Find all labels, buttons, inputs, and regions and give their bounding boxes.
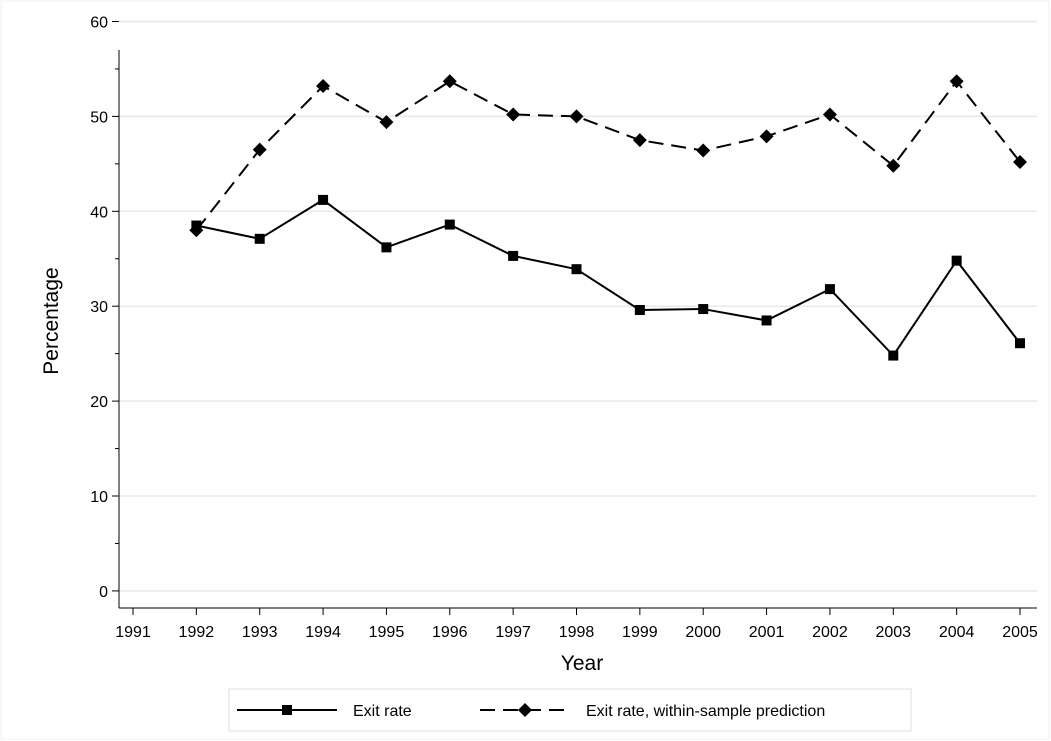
x-tick-label-1995: 1995 bbox=[369, 624, 405, 641]
series-2-point-2001 bbox=[759, 129, 774, 144]
series-2-point-1995 bbox=[379, 115, 394, 130]
y-tick-label-0: 0 bbox=[99, 584, 108, 601]
y-tick-label-10: 10 bbox=[90, 489, 108, 506]
x-tick-label-2001: 2001 bbox=[749, 624, 785, 641]
series-1-point-2004 bbox=[951, 255, 962, 266]
legend-label-2: Exit rate, within-sample prediction bbox=[586, 703, 825, 720]
x-tick-label-2002: 2002 bbox=[812, 624, 848, 641]
x-tick-label-1992: 1992 bbox=[179, 624, 215, 641]
series-1-point-1998 bbox=[571, 264, 582, 275]
y-tick-label-20: 20 bbox=[90, 394, 108, 411]
x-tick-label-1994: 1994 bbox=[305, 624, 341, 641]
legend-label-1: Exit rate bbox=[353, 703, 412, 720]
series-2 bbox=[189, 74, 1027, 238]
series-1-point-2000 bbox=[698, 304, 709, 315]
series-2-point-1992 bbox=[189, 223, 204, 238]
series-2-line bbox=[195, 80, 1021, 231]
x-tick-label-1999: 1999 bbox=[622, 624, 658, 641]
series-1-point-1997 bbox=[508, 250, 519, 261]
legend-entry-1: Exit rate bbox=[237, 703, 412, 720]
series-2-point-2003 bbox=[886, 158, 901, 173]
series-1-point-2001 bbox=[761, 315, 772, 326]
y-tick-label-60: 60 bbox=[90, 14, 108, 31]
x-tick-label-1996: 1996 bbox=[432, 624, 468, 641]
series-1-point-2003 bbox=[888, 350, 899, 361]
y-axis-title: Percentage bbox=[40, 267, 63, 374]
y-tick-label-40: 40 bbox=[90, 204, 108, 221]
series-1-point-1996 bbox=[444, 219, 455, 230]
x-tick-label-2000: 2000 bbox=[685, 624, 721, 641]
x-tick-label-1993: 1993 bbox=[242, 624, 278, 641]
series-2-point-1994 bbox=[316, 79, 331, 94]
series-2-point-2005 bbox=[1013, 154, 1027, 169]
x-axis-ticks: 1991 1992 1993 1994 1995 1996 1997 1998 1999 2000… bbox=[115, 608, 1038, 641]
series-2-point-1997 bbox=[506, 107, 521, 122]
legend-marker-2 bbox=[518, 703, 532, 717]
y-tick-label-50: 50 bbox=[90, 109, 108, 126]
series-1-line bbox=[196, 198, 1021, 357]
axes bbox=[118, 50, 1037, 609]
x-tick-label-2005: 2005 bbox=[1002, 624, 1038, 641]
series-2-point-1998 bbox=[569, 109, 584, 124]
series-1-point-1994 bbox=[318, 194, 329, 205]
series-1-point-1995 bbox=[381, 242, 392, 253]
series-layer bbox=[189, 74, 1027, 361]
legend-box bbox=[228, 688, 912, 732]
x-tick-label-2003: 2003 bbox=[875, 624, 911, 641]
series-2-point-1996 bbox=[442, 74, 457, 89]
x-tick-label-1991: 1991 bbox=[115, 624, 151, 641]
series-2-point-2004 bbox=[949, 74, 964, 89]
legend-entry-2: Exit rate, within-sample prediction bbox=[480, 703, 825, 720]
y-tick-label-30: 30 bbox=[90, 299, 108, 316]
x-axis-title: Year bbox=[561, 652, 603, 675]
series-1-point-1993 bbox=[254, 233, 265, 244]
series-2-point-1999 bbox=[632, 133, 647, 148]
legend-marker-1 bbox=[282, 705, 292, 715]
x-tick-label-1998: 1998 bbox=[559, 624, 595, 641]
x-tick-label-2004: 2004 bbox=[939, 624, 975, 641]
series-2-point-2000 bbox=[696, 143, 711, 158]
series-2-point-1993 bbox=[252, 142, 267, 157]
y-axis-ticks: 0 10 20 30 40 50 60 bbox=[90, 14, 119, 601]
legend: Exit rate Exit rate, within-sample predic… bbox=[228, 688, 912, 732]
x-tick-label-1997: 1997 bbox=[495, 624, 531, 641]
series-1-point-2002 bbox=[824, 284, 835, 295]
series-1-point-2005 bbox=[1015, 338, 1025, 349]
series-1-point-1999 bbox=[634, 305, 645, 315]
series-2-point-2002 bbox=[822, 107, 837, 122]
